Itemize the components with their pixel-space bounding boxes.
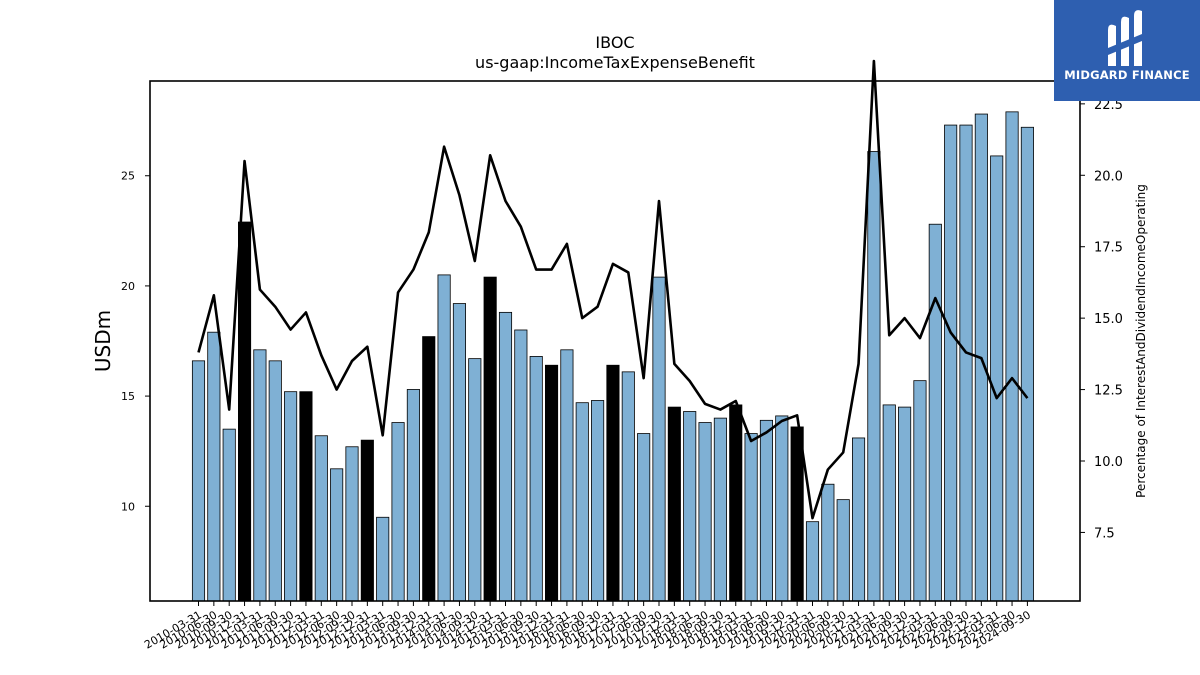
bar bbox=[406, 389, 420, 602]
y-axis-left: 10 15 20 25 bbox=[121, 170, 150, 513]
bar bbox=[330, 468, 344, 602]
bar bbox=[529, 356, 543, 602]
logo-mark-icon bbox=[1108, 10, 1142, 67]
y2-tick-label: 22.5 bbox=[1094, 98, 1123, 113]
chart-title: IBOC bbox=[595, 33, 634, 52]
bar bbox=[744, 433, 758, 602]
bar bbox=[483, 276, 497, 602]
bar bbox=[207, 331, 221, 602]
y2-tick-label: 12.5 bbox=[1094, 384, 1123, 399]
bar-series bbox=[191, 111, 1034, 602]
bar bbox=[990, 155, 1004, 602]
bar bbox=[376, 516, 390, 602]
x-axis: 2010-03-312010-06-302010-09-302010-12-31… bbox=[142, 601, 1033, 652]
bar bbox=[852, 437, 866, 602]
bar bbox=[314, 435, 328, 602]
y2-tick-label: 10.0 bbox=[1094, 455, 1123, 470]
bar bbox=[652, 276, 666, 602]
bar bbox=[1005, 111, 1019, 602]
bar bbox=[821, 483, 835, 602]
bar bbox=[222, 428, 236, 602]
bar bbox=[468, 358, 482, 602]
bar bbox=[805, 521, 820, 602]
bar bbox=[437, 274, 451, 602]
bar bbox=[729, 404, 743, 602]
bar bbox=[606, 364, 620, 602]
bar bbox=[759, 419, 773, 602]
bar bbox=[452, 303, 466, 602]
bar bbox=[498, 311, 513, 602]
bar bbox=[345, 446, 359, 602]
bar bbox=[422, 336, 436, 602]
y-axis-right: 7.5 10.0 12.5 15.0 17.5 20.0 22.5 bbox=[1080, 98, 1123, 541]
line-path bbox=[197, 59, 1029, 520]
bar bbox=[898, 406, 912, 602]
bar bbox=[545, 364, 559, 602]
y2-tick-label: 7.5 bbox=[1094, 526, 1115, 541]
y2-tick-label: 20.0 bbox=[1094, 169, 1123, 184]
bar bbox=[944, 124, 958, 602]
bar bbox=[560, 349, 574, 602]
y2-tick-label: 15.0 bbox=[1094, 312, 1123, 327]
bar bbox=[514, 329, 528, 602]
bar bbox=[867, 151, 881, 602]
bar bbox=[913, 380, 927, 602]
bar bbox=[683, 411, 697, 602]
plot-frame bbox=[149, 80, 1081, 602]
y-tick-label: 10 bbox=[121, 500, 135, 513]
line-series bbox=[197, 59, 1029, 520]
y2-axis-label: Percentage of InterestAndDividendIncomeO… bbox=[1134, 184, 1148, 498]
bar bbox=[790, 426, 804, 602]
bar bbox=[391, 422, 405, 602]
bar bbox=[268, 360, 282, 602]
bar bbox=[836, 499, 850, 602]
bar bbox=[284, 391, 298, 602]
y-tick-label: 15 bbox=[121, 390, 135, 403]
brand-name: MIDGARD FINANCE bbox=[1064, 68, 1190, 82]
bar bbox=[360, 439, 374, 602]
y-axis-label: USDm bbox=[91, 310, 115, 372]
bar bbox=[191, 360, 206, 602]
bar bbox=[698, 422, 712, 602]
y-tick-label: 25 bbox=[121, 170, 135, 183]
bar bbox=[637, 433, 651, 602]
bar bbox=[713, 417, 727, 602]
bar bbox=[575, 402, 589, 602]
bar bbox=[621, 371, 635, 602]
bar bbox=[775, 415, 789, 602]
bar bbox=[299, 391, 313, 602]
chart-subtitle: us-gaap:IncomeTaxExpenseBenefit bbox=[475, 53, 755, 72]
bar bbox=[928, 223, 942, 602]
bar bbox=[667, 406, 681, 602]
y2-tick-label: 17.5 bbox=[1094, 241, 1123, 256]
bar bbox=[882, 404, 896, 602]
bar bbox=[591, 400, 605, 602]
y-tick-label: 20 bbox=[121, 280, 135, 293]
bar bbox=[1020, 126, 1034, 602]
bar bbox=[253, 349, 267, 602]
bar bbox=[237, 221, 252, 602]
bar bbox=[959, 124, 973, 602]
brand-logo: MIDGARD FINANCE bbox=[1054, 0, 1200, 101]
